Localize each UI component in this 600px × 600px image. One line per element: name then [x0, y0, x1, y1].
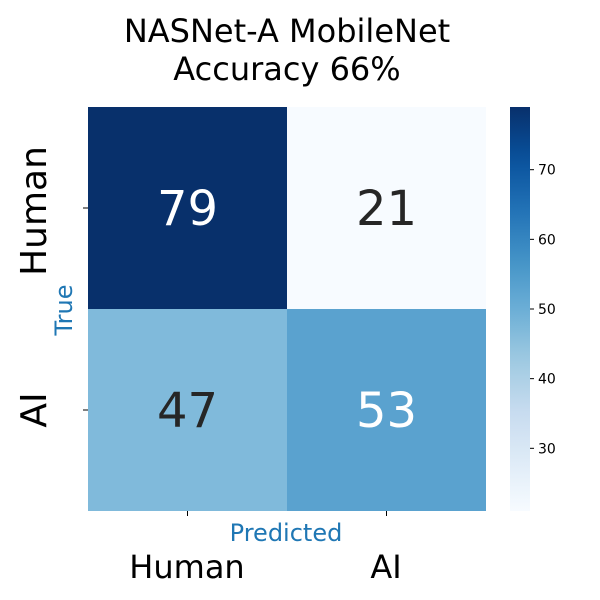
- colorbar: [510, 107, 530, 511]
- heatmap-cells: [88, 107, 486, 511]
- heatmap-cell-value: 21: [356, 181, 417, 237]
- colorbar-tick-label: 60: [538, 232, 556, 248]
- y-axis-ticks: [83, 207, 88, 411]
- x-tick-label-human: Human: [129, 548, 244, 586]
- x-axis-ticks: [187, 511, 387, 516]
- colorbar-tick-label: 70: [538, 163, 556, 179]
- y-axis-label: True: [50, 285, 78, 337]
- colorbar-tick-label: 40: [538, 372, 556, 388]
- heatmap-cell: [88, 309, 287, 511]
- heatmap-cell: [88, 107, 287, 309]
- x-axis-label: Predicted: [230, 519, 343, 547]
- chart-title-line-2: Accuracy 66%: [173, 50, 400, 88]
- heatmap-cell-value: 79: [157, 181, 218, 237]
- y-tick-label-human: Human: [14, 146, 55, 276]
- heatmap-cell: [287, 107, 486, 309]
- heatmap-cell-value: 47: [157, 383, 218, 439]
- y-tick-label-ai: AI: [14, 392, 55, 427]
- colorbar-tick-label: 30: [538, 441, 556, 457]
- heatmap-cell: [287, 309, 486, 511]
- heatmap-cell-value: 53: [356, 383, 417, 439]
- x-tick-label-ai: AI: [370, 548, 401, 586]
- heatmap-cell-labels: 79 21 47 53: [157, 181, 417, 439]
- colorbar-tick-label: 50: [538, 302, 556, 318]
- chart-title-line-1: NASNet-A MobileNet: [124, 12, 450, 50]
- colorbar-ticks: 30 40 50 60 70: [530, 163, 556, 457]
